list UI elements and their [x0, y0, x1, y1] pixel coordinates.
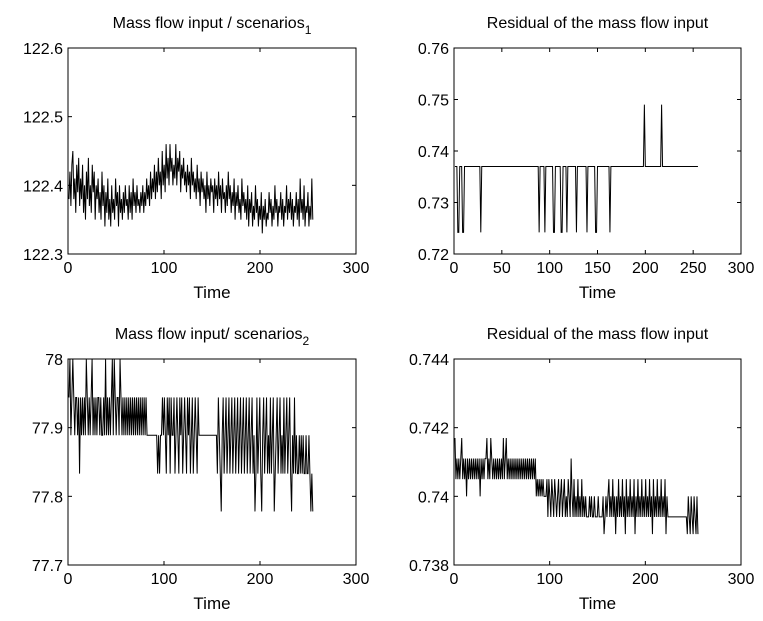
series-line-1 [454, 104, 698, 233]
x-tick-label: 300 [343, 571, 370, 588]
y-tick-label: 122.3 [23, 247, 63, 264]
x-tick-label: 150 [584, 260, 611, 277]
chart-title-text: Mass flow input / scenarios [113, 15, 305, 32]
x-tick-label: 100 [536, 260, 563, 277]
x-tick-label: 300 [728, 571, 755, 588]
chart-title-subscript: 1 [305, 23, 312, 37]
plot-frame [67, 358, 357, 566]
chart-title: Mass flow input/ scenarios2 [115, 326, 310, 348]
y-tick-label: 0.74 [418, 144, 449, 161]
chart-title-subscript: 2 [302, 334, 309, 348]
y-tick-label: 77.9 [32, 421, 63, 438]
y-tick-label: 0.76 [418, 41, 449, 58]
x-tick-label: 50 [493, 260, 511, 277]
y-tick-label: 78 [45, 352, 63, 369]
y-tick-label: 0.75 [418, 93, 449, 110]
x-tick-label: 0 [64, 260, 73, 277]
chart-title: Residual of the mass flow input [487, 326, 709, 343]
y-tick-label: 122.4 [23, 178, 63, 195]
subplot-3: 0 100 200 300 77.7 77.8 77.9 78 Time Mass flow in… [32, 326, 370, 613]
chart-title-text: Residual of the mass flow input [487, 15, 709, 32]
x-tick-label: 100 [536, 571, 563, 588]
y-tick-label: 122.6 [23, 41, 63, 58]
x-tick-label: 0 [450, 260, 459, 277]
chart-title: Residual of the mass flow input [487, 15, 709, 32]
y-tick-label: 0.72 [418, 247, 449, 264]
subplot-4: 0 100 200 300 0.738 0.74 0.742 0.744 Time Residua… [409, 326, 754, 613]
x-tick-label: 0 [64, 571, 73, 588]
x-tick-label: 200 [632, 260, 659, 277]
subplot-2: 0 50 100 150 200 250 300 0.72 0.73 0.74 0.75 0.76 Ti… [418, 15, 755, 302]
y-tick-label: 0.73 [418, 196, 449, 213]
x-tick-label: 300 [728, 260, 755, 277]
x-tick-label: 250 [680, 260, 707, 277]
x-tick-label: 200 [247, 571, 274, 588]
series-line-1 [68, 144, 314, 234]
y-tick-label: 77.8 [32, 489, 63, 506]
y-tick-label: 122.5 [23, 110, 63, 127]
y-tick-label: 0.744 [409, 352, 449, 369]
x-axis-label: Time [579, 594, 616, 613]
x-axis-label: Time [193, 594, 230, 613]
y-tick-label: 0.742 [409, 421, 449, 438]
chart-title: Mass flow input / scenarios1 [113, 15, 312, 37]
series-line-1 [68, 358, 314, 512]
chart-title-text: Mass flow input/ scenarios [115, 326, 303, 343]
x-tick-label: 100 [151, 260, 178, 277]
x-axis-label: Time [193, 283, 230, 302]
subplot-1: 0 100 200 300 122.3 122.4 122.5 122.6 Time Mass f… [23, 15, 369, 302]
x-tick-label: 200 [247, 260, 274, 277]
series-line-1 [454, 437, 699, 535]
plot-frame [67, 47, 357, 255]
chart-title-text: Residual of the mass flow input [487, 326, 709, 343]
x-tick-label: 0 [450, 571, 459, 588]
y-tick-label: 77.7 [32, 558, 63, 575]
x-tick-label: 300 [343, 260, 370, 277]
y-tick-label: 0.738 [409, 558, 449, 575]
plot-frame [453, 47, 742, 255]
x-axis-label: Time [579, 283, 616, 302]
x-tick-label: 100 [151, 571, 178, 588]
x-tick-label: 200 [632, 571, 659, 588]
y-tick-label: 0.74 [418, 489, 449, 506]
